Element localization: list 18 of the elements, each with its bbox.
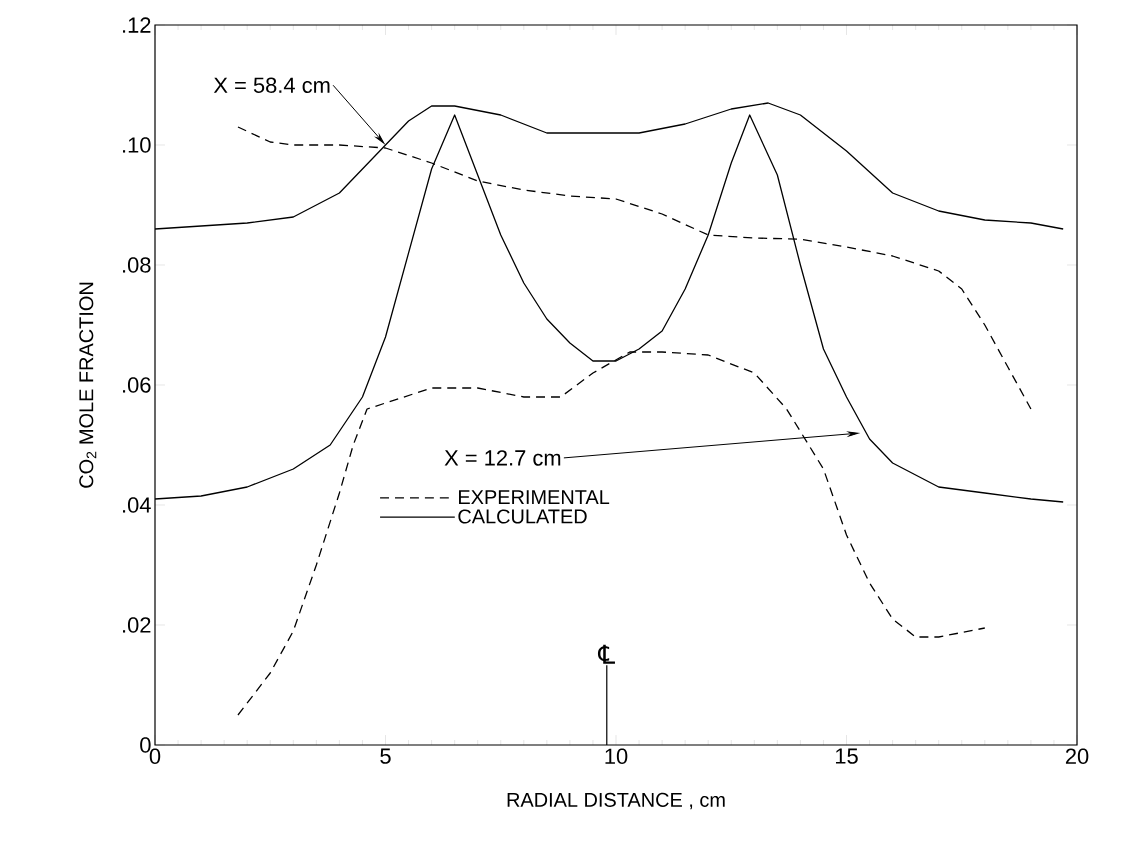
y-tick-label: .12	[123, 17, 151, 33]
x-axis-title: RADIAL DISTANCE , cm	[507, 792, 725, 810]
legend-label: CALCULATED	[458, 509, 587, 524]
y-tick-label: .02	[123, 617, 151, 633]
y-tick-label: .04	[123, 497, 151, 513]
x-tick-label: 10	[605, 748, 628, 765]
annotation: X = 12.7 cm	[444, 450, 561, 466]
ref-line-label: ℄	[597, 644, 615, 664]
y-tick-label: .10	[123, 137, 151, 153]
y-tick-label: 0	[140, 737, 151, 753]
y-tick-label: .06	[123, 377, 151, 393]
x-tick-label: 15	[835, 748, 858, 764]
x-tick-label: 5	[380, 748, 391, 764]
y-axis-title: CO$_{2}$ MOLE FRACTION	[79, 282, 97, 488]
y-tick-label: .08	[123, 257, 151, 273]
legend-label: EXPERIMENTAL	[459, 490, 610, 504]
x-tick-label: 20	[1065, 748, 1089, 765]
annotation: X = 58.4 cm	[213, 77, 330, 93]
